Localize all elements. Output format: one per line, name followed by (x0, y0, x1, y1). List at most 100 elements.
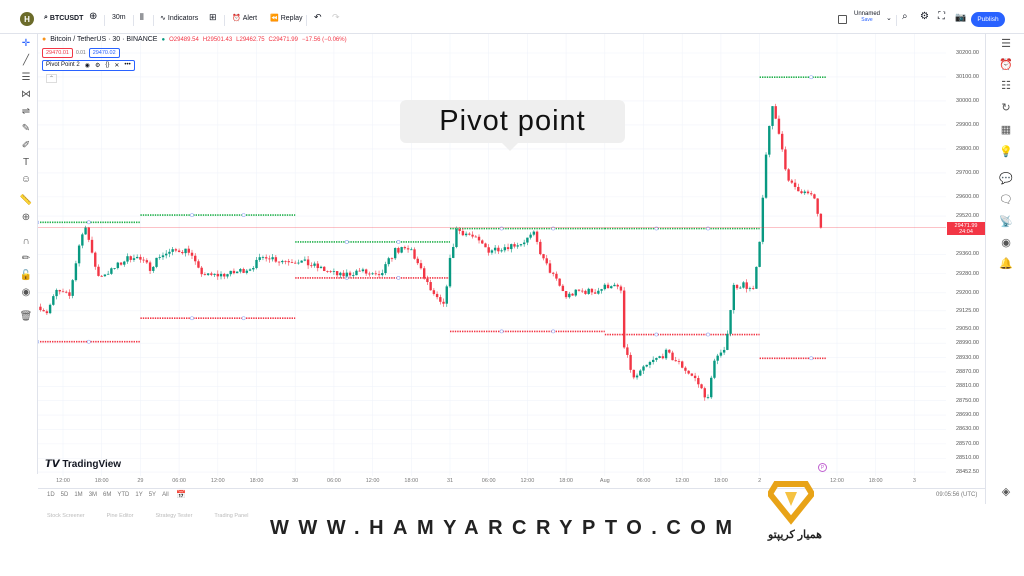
lock-drawings-icon[interactable]: ✏ (21, 253, 31, 264)
candle-body (335, 271, 339, 276)
calendar-icon[interactable]: ▦ (1000, 124, 1012, 136)
tab-strategy-tester[interactable]: Strategy Tester (155, 513, 193, 519)
alarm-clock-icon[interactable]: ⏰ (999, 59, 1013, 71)
candle-body (510, 244, 513, 250)
range-1y[interactable]: 1Y (135, 492, 143, 498)
settings-icon[interactable]: ⚙ (94, 63, 101, 69)
magnet-icon[interactable]: ∩ (22, 236, 30, 247)
trash-icon[interactable]: 🗑 (19, 311, 33, 322)
range-ytd[interactable]: YTD (117, 492, 130, 498)
range-6m[interactable]: 6M (103, 492, 112, 498)
alert-button[interactable]: ⏰ Alert (232, 14, 257, 23)
time-tick: 18:00 (94, 478, 109, 484)
user-avatar[interactable]: H (20, 12, 34, 26)
tab-trading-panel[interactable]: Trading Panel (214, 513, 249, 519)
candle-body (655, 357, 658, 360)
collapse-legend-button[interactable]: ⌃ (46, 74, 58, 83)
range-5y[interactable]: 5Y (148, 492, 157, 498)
layout-checkbox-icon[interactable] (838, 15, 847, 24)
time-tick: 18:00 (714, 478, 728, 484)
tab-stock-screener[interactable]: Stock Screener (47, 513, 85, 519)
text-icon[interactable]: T (22, 157, 30, 168)
ideas-icon[interactable]: 💡 (999, 146, 1013, 158)
tab-pine-editor[interactable]: Pine Editor (106, 513, 134, 519)
watchlist-icon[interactable]: ☰ (1001, 38, 1011, 50)
candle-body (613, 284, 616, 287)
symbol-search[interactable]: ⌕ BTCUSDT (44, 14, 83, 22)
layout-name-button[interactable]: Unnamed Save (854, 11, 880, 23)
indicator-legend[interactable]: Pivot Point 2 ◉ ⚙ {} ✕ ••• (42, 60, 135, 71)
goto-date-icon[interactable]: 📅 (176, 490, 186, 499)
signals-icon[interactable]: 📡 (999, 216, 1013, 228)
eye-icon[interactable]: ◉ (21, 287, 31, 298)
pivot-point-callout: Pivot point (400, 100, 625, 151)
range-5d[interactable]: 5D (60, 492, 69, 498)
camera-icon[interactable]: 📷 (955, 12, 967, 22)
comments-icon[interactable]: 🗨 (999, 194, 1013, 206)
pen-icon[interactable]: ✐ (21, 140, 31, 151)
range-1d[interactable]: 1D (47, 492, 55, 498)
range-all[interactable]: All (162, 492, 169, 498)
fib-icon[interactable]: ☰ (21, 72, 31, 83)
utc-clock[interactable]: 09:05:56 (UTC) (936, 492, 978, 498)
source-code-icon[interactable]: {} (105, 62, 110, 68)
time-tick: 31 (446, 478, 454, 484)
sell-price-button[interactable]: 29470.01 (42, 48, 73, 58)
candle-body (206, 273, 210, 275)
candle-body (110, 268, 113, 274)
pattern-icon[interactable]: ⋈ (21, 89, 31, 100)
publish-button[interactable]: Publish (971, 12, 1005, 27)
candle-body (184, 248, 187, 254)
trend-line-icon[interactable]: ╱ (22, 55, 30, 66)
crosshair-icon[interactable]: ✛ (21, 38, 31, 49)
emoji-icon[interactable]: ☺ (20, 174, 32, 185)
chat-icon[interactable]: 💬 (999, 173, 1013, 185)
candle-body (235, 271, 239, 274)
candle-body (806, 191, 810, 194)
candle-body (577, 289, 581, 291)
candle-body (342, 272, 345, 277)
zoom-in-icon[interactable]: ⊕ (21, 212, 31, 223)
gear-icon[interactable]: ⚙ (920, 11, 929, 22)
current-price: 29471.99 (954, 222, 978, 229)
forecast-icon[interactable]: ⇌ (21, 106, 31, 117)
chevron-down-icon[interactable]: ⌄ (886, 15, 892, 22)
watermark-persian: همیار کریپتو (768, 529, 822, 541)
add-list-icon[interactable]: ☷ (1001, 80, 1011, 92)
candle-body (123, 261, 126, 265)
replay-button[interactable]: ⏪ Replay (270, 14, 303, 23)
templates-grid-icon[interactable]: ⊞ (209, 12, 217, 22)
undo-icon[interactable]: ↶ (314, 12, 322, 22)
refresh-icon[interactable]: ↻ (1001, 102, 1011, 114)
event-marker-icon[interactable]: P (818, 463, 827, 472)
indicators-button[interactable]: ∿ Indicators (160, 14, 198, 23)
compare-button[interactable]: ⊕ (89, 11, 97, 22)
candle-body (622, 290, 626, 348)
candle-body (642, 366, 645, 371)
close-icon[interactable]: ✕ (114, 63, 120, 69)
buy-price-button[interactable]: 29470.02 (88, 48, 120, 58)
tradingview-logo[interactable]: 𝙏𝙑 TradingView (45, 459, 121, 470)
candle-body (71, 280, 74, 296)
candles-icon[interactable]: ⫴ (140, 12, 144, 22)
interval-button[interactable]: 30m (112, 14, 126, 21)
bell-icon[interactable]: 🔔 (999, 258, 1013, 270)
range-3m[interactable]: 3M (88, 492, 98, 498)
more-icon[interactable]: ••• (124, 62, 131, 68)
lock-icon[interactable]: 🔓 (19, 270, 33, 281)
range-1m[interactable]: 1M (74, 492, 83, 498)
layers-icon[interactable]: ◈ (1001, 486, 1011, 498)
candle-body (477, 236, 481, 241)
price-chart[interactable] (38, 34, 946, 476)
quick-search-icon[interactable]: ⌕ (902, 11, 908, 22)
ruler-icon[interactable]: 📏 (19, 195, 33, 206)
candle-body (564, 291, 568, 298)
candle-body (116, 262, 120, 269)
candle-body (403, 247, 407, 249)
candle-body (522, 242, 526, 245)
eye-icon[interactable]: ◉ (84, 63, 90, 69)
fullscreen-icon[interactable]: ⛶ (938, 11, 945, 22)
live-stream-icon[interactable]: ◉ (1001, 237, 1011, 249)
redo-icon[interactable]: ↷ (332, 12, 340, 22)
brush-icon[interactable]: ✎ (21, 123, 31, 134)
